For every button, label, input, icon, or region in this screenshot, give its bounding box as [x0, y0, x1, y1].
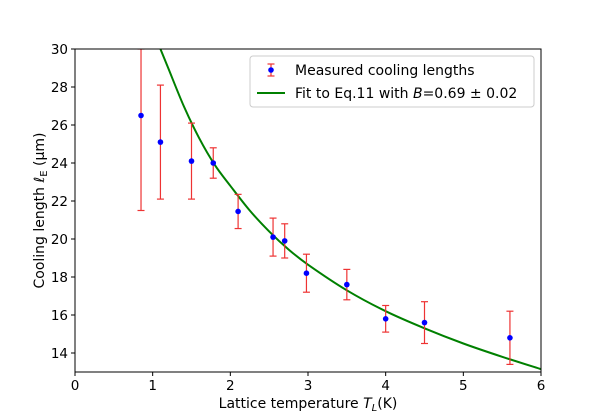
y-tick-label: 14 — [51, 346, 68, 362]
data-point — [270, 234, 276, 240]
x-tick-label: 5 — [459, 378, 468, 394]
data-point — [235, 208, 241, 215]
data-point — [281, 238, 288, 244]
data-point — [138, 112, 144, 119]
x-tick-label: 4 — [381, 378, 390, 394]
data-point — [303, 270, 310, 277]
y-tick-label: 18 — [51, 270, 68, 286]
data-point — [382, 316, 389, 322]
legend-label-measured: Measured cooling lengths — [295, 63, 475, 79]
legend-label-fit: Fit to Eq.11 with B=0.69 ± 0.02 — [295, 86, 517, 102]
y-tick-label: 22 — [51, 194, 68, 210]
data-point — [421, 319, 428, 326]
y-tick-label: 20 — [51, 232, 68, 248]
y-tick-label: 30 — [51, 42, 68, 58]
x-tick-label: 1 — [148, 378, 157, 394]
legend-point — [268, 67, 274, 73]
legend-marker-measured — [267, 63, 275, 77]
x-tick-label: 6 — [537, 378, 546, 394]
x-tick-label: 3 — [304, 378, 313, 394]
x-tick-label: 2 — [226, 378, 235, 394]
x-tick-label: 0 — [71, 378, 80, 394]
legend: Measured cooling lengths Fit to Eq.11 wi… — [249, 55, 535, 108]
x-axis-label: Lattice temperature TL(K) — [219, 396, 398, 414]
data-point — [210, 160, 217, 166]
y-tick-label: 16 — [51, 308, 68, 324]
plot-area — [137, 49, 541, 371]
data-point — [157, 139, 164, 145]
y-axis-label: Cooling length ℓE (μm) — [32, 132, 50, 288]
ticks: 0 1 2 3 4 5 6 14 16 18 20 22 24 26 28 30 — [51, 42, 545, 394]
data-point — [344, 281, 350, 288]
y-tick-label: 28 — [51, 80, 68, 96]
data-point — [188, 158, 195, 164]
legend-box — [249, 55, 535, 108]
y-tick-label: 26 — [51, 118, 68, 134]
data-point — [507, 335, 513, 341]
y-tick-label: 24 — [51, 156, 68, 172]
